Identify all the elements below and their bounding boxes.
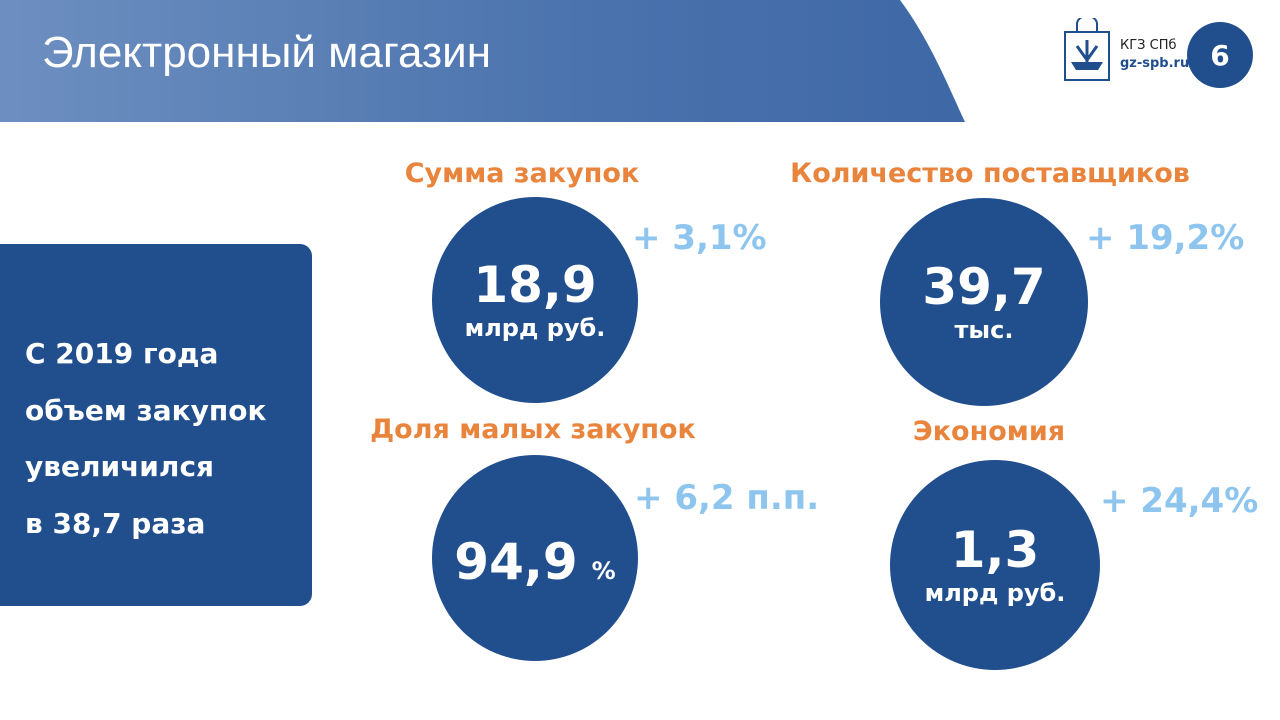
metric-change: + 24,4% bbox=[1100, 481, 1259, 521]
logo-name: КГЗ СПб bbox=[1120, 38, 1177, 53]
metric-title: Доля малых закупок bbox=[370, 414, 696, 445]
summary-box: С 2019 года объем закупок увеличился в 38,7… bbox=[0, 244, 312, 606]
slide-title: Электронный магазин bbox=[42, 28, 492, 77]
summary-line: увеличился bbox=[25, 450, 215, 483]
metric-title: Количество поставщиков bbox=[790, 158, 1190, 189]
metric-unit: млрд руб. bbox=[924, 579, 1066, 607]
metric-change: + 3,1% bbox=[632, 218, 767, 258]
metric-circle: 94,9% bbox=[432, 455, 638, 661]
metric-value-row: 94,9% bbox=[454, 534, 615, 590]
metric-circle: 18,9 млрд руб. bbox=[432, 197, 638, 403]
logo-site: gz-spb.ru bbox=[1120, 56, 1190, 71]
summary-line: С 2019 года bbox=[25, 337, 219, 370]
metric-change: + 19,2% bbox=[1086, 218, 1245, 258]
metric-value: 39,7 bbox=[922, 258, 1046, 316]
metric-change: + 6,2 п.п. bbox=[634, 478, 820, 518]
logo-icon bbox=[1064, 18, 1110, 81]
metric-circle: 1,3 млрд руб. bbox=[890, 460, 1100, 670]
page-number: 6 bbox=[1187, 22, 1253, 88]
metric-title: Сумма закупок bbox=[404, 158, 640, 189]
header-band bbox=[0, 0, 965, 122]
metric-value: 1,3 bbox=[950, 521, 1040, 579]
metric-circle: 39,7 тыс. bbox=[880, 198, 1088, 406]
metric-unit: тыс. bbox=[954, 316, 1014, 344]
metric-value: 94,9 bbox=[454, 533, 578, 591]
summary-line: объем закупок bbox=[25, 393, 267, 427]
metric-unit: млрд руб. bbox=[464, 314, 606, 342]
summary-line: в 38,7 раза bbox=[25, 506, 206, 540]
metric-title: Экономия bbox=[912, 416, 1066, 447]
metric-value: 18,9 bbox=[473, 256, 597, 314]
metric-unit: % bbox=[591, 557, 616, 585]
